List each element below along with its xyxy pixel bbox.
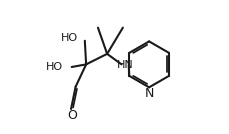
Text: HO: HO [61,33,78,43]
Text: O: O [66,109,76,122]
Text: N: N [144,87,153,100]
Text: HO: HO [45,62,62,72]
Text: HN: HN [116,60,133,70]
